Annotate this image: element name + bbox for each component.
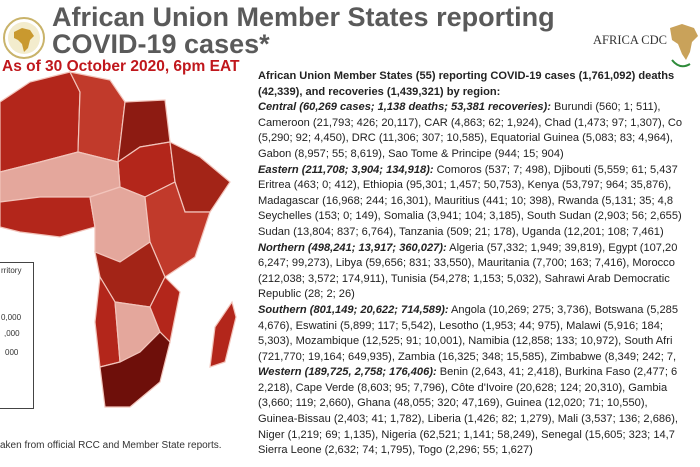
summary-text: 2,218), Cape Verde (8,603; 95; 7,796), C…	[258, 381, 668, 394]
summary-text: Gabon (8,957; 55; 8,619), Sao Tome & Pri…	[258, 147, 564, 160]
legend-item: 000	[5, 348, 19, 357]
summary-text: (42,339), and recoveries (1,439,321) by …	[258, 85, 501, 98]
region-heading: Central (60,269 cases; 1,138 deaths; 53,…	[258, 101, 551, 114]
summary-line: (721,770; 19,164; 649,935), Zambia (16,3…	[258, 350, 700, 366]
summary-text: Republic (28; 2; 26)	[258, 288, 355, 301]
summary-text: Sudan (13,804; 837; 6,764), Tanzania (50…	[258, 225, 664, 238]
summary-text: Seychelles (153; 0; 149), Somalia (3,941…	[258, 210, 682, 223]
summary-text: Comoros (537; 7; 498), Djibouti (5,559; …	[433, 163, 678, 176]
region-heading: Eastern (211,708; 3,904; 134,918):	[258, 163, 434, 176]
title-line-1: African Union Member States reporting	[52, 2, 555, 32]
summary-text: (5,290; 92; 4,450), DRC (11,306; 307; 10…	[258, 132, 673, 145]
summary-text: Cameroon (21,793; 426; 20,117), CAR (4,8…	[258, 116, 683, 129]
summary-text: (3,660; 119; 2,660), Ghana (48,055; 320;…	[258, 397, 648, 410]
legend-item: ,000	[4, 329, 20, 338]
region-heading: Northern (498,241; 13,917; 360,027):	[258, 241, 447, 254]
africa-cdc-logo-text: AFRICA CDC	[593, 33, 667, 47]
summary-line: Cameroon (21,793; 426; 20,117), CAR (4,8…	[258, 116, 700, 132]
title-line-2: COVID-19 cases*	[52, 29, 270, 59]
african-union-logo	[3, 17, 45, 59]
summary-line: 4,676), Eswatini (5,899; 117; 5,542), Le…	[258, 319, 700, 335]
region-heading: Western (189,725, 2,758; 176,406):	[258, 366, 437, 379]
summary-text: Guinea-Bissau (2,403; 41; 1,782), Liberi…	[258, 413, 678, 426]
summary-line: Guinea-Bissau (2,403; 41; 1,782), Liberi…	[258, 412, 700, 428]
summary-line: (212,038; 3,572; 174,911), Tunisia (54,2…	[258, 272, 700, 288]
summary-line: (3,660; 119; 2,660), Ghana (48,055; 320;…	[258, 396, 700, 412]
legend-item: rritory	[1, 266, 22, 275]
summary-line: Sierra Leone (2,632; 74; 1,795), Togo (2…	[258, 443, 700, 459]
summary-line: Niger (1,219; 69; 1,135), Nigeria (62,52…	[258, 428, 700, 444]
summary-text: Benin (2,643, 41; 2,418), Burkina Faso (…	[436, 366, 678, 379]
summary-line: Seychelles (153; 0; 149), Somalia (3,941…	[258, 209, 700, 225]
summary-line: Gabon (8,957; 55; 8,619), Sao Tome & Pri…	[258, 147, 700, 163]
summary-line: (42,339), and recoveries (1,439,321) by …	[258, 85, 700, 101]
summary-text: Niger (1,219; 69; 1,135), Nigeria (62,52…	[258, 428, 675, 441]
legend-item: 0,000	[1, 313, 22, 322]
map-legend: rritory 0,000 ,000 000	[0, 262, 34, 409]
summary-text: Burundi (560; 1; 511),	[550, 101, 661, 114]
summary-line: Sudan (13,804; 837; 6,764), Tanzania (50…	[258, 225, 700, 241]
regional-summary: African Union Member States (55) reporti…	[258, 69, 700, 459]
summary-line: 2,218), Cape Verde (8,603; 95; 7,796), C…	[258, 381, 700, 397]
region-heading: Southern (801,149; 20,622; 714,589):	[258, 303, 449, 316]
summary-line: Southern (801,149; 20,622; 714,589): Ang…	[258, 303, 700, 319]
africa-map	[0, 71, 237, 408]
map-region-west	[0, 196, 96, 238]
as-of-date: As of 30 October 2020, 6pm EAT	[2, 58, 240, 75]
summary-line: Northern (498,241; 13,917; 360,027): Alg…	[258, 241, 700, 257]
summary-text: African Union Member States (55) reporti…	[258, 70, 675, 82]
summary-text: (212,038; 3,572; 174,911), Tunisia (54,2…	[258, 272, 670, 285]
summary-text: Eritrea (463; 0; 412), Ethiopia (95,301;…	[258, 179, 672, 192]
summary-line: 6,247; 99,273), Libya (59,656; 831; 33,5…	[258, 256, 700, 272]
summary-line: Eastern (211,708; 3,904; 134,918): Comor…	[258, 163, 700, 179]
map-region-mozambique	[149, 275, 181, 344]
summary-line: Madagascar (16,968; 244; 16,301), Maurit…	[258, 194, 700, 210]
summary-text: Angola (10,269; 275; 3,736), Botswana (5…	[448, 303, 678, 316]
summary-line: Republic (28; 2; 26)	[258, 287, 700, 303]
summary-line: Central (60,269 cases; 1,138 deaths; 53,…	[258, 100, 700, 116]
summary-line: 5,303), Mozambique (12,525; 91; 10,001),…	[258, 334, 700, 350]
summary-line: (5,290; 92; 4,450), DRC (11,306; 307; 10…	[258, 131, 700, 147]
africa-cdc-logo	[670, 24, 698, 68]
footnote: aken from official RCC and Member State …	[0, 440, 222, 451]
summary-text: (721,770; 19,164; 649,935), Zambia (16,3…	[258, 350, 677, 363]
summary-text: 4,676), Eswatini (5,899; 117; 5,542), Le…	[258, 319, 663, 332]
summary-text: Algeria (57,332; 1,949; 39,819), Egypt (…	[446, 241, 678, 254]
summary-line: Western (189,725, 2,758; 176,406): Benin…	[258, 365, 700, 381]
map-region-madagascar	[209, 300, 237, 368]
map-region-south-africa	[99, 331, 171, 408]
summary-line: African Union Member States (55) reporti…	[258, 69, 700, 85]
summary-text: 5,303), Mozambique (12,525; 91; 10,001),…	[258, 335, 673, 348]
summary-text: Madagascar (16,968; 244; 16,301), Maurit…	[258, 194, 674, 207]
summary-text: Sierra Leone (2,632; 74; 1,795), Togo (2…	[258, 444, 533, 457]
summary-text: 6,247; 99,273), Libya (59,656; 831; 33,5…	[258, 257, 675, 270]
summary-line: Eritrea (463; 0; 412), Ethiopia (95,301;…	[258, 178, 700, 194]
